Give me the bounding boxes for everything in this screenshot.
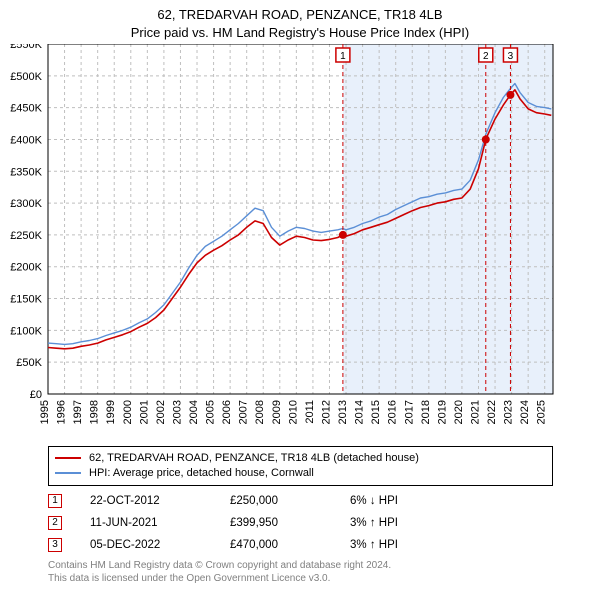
svg-text:2015: 2015 — [370, 400, 382, 424]
sale-marker-3: 3 — [48, 538, 62, 552]
sale-marker-1: 1 — [48, 494, 62, 508]
svg-text:2004: 2004 — [188, 400, 200, 424]
svg-text:1999: 1999 — [105, 400, 117, 424]
legend-row-hpi: HPI: Average price, detached house, Corn… — [55, 466, 546, 481]
svg-text:1995: 1995 — [39, 400, 51, 424]
sale-delta: 3% ↑ HPI — [350, 539, 470, 551]
sale-date: 05-DEC-2022 — [90, 539, 230, 551]
chart-titles: 62, TREDARVAH ROAD, PENZANCE, TR18 4LB P… — [0, 0, 600, 41]
svg-text:2000: 2000 — [122, 400, 134, 424]
svg-text:1: 1 — [340, 51, 346, 62]
svg-text:£500K: £500K — [10, 71, 42, 83]
svg-text:2002: 2002 — [155, 400, 167, 424]
svg-text:£200K: £200K — [10, 262, 42, 274]
attribution-line: This data is licensed under the Open Gov… — [48, 573, 553, 586]
svg-text:1996: 1996 — [56, 400, 68, 424]
svg-text:2010: 2010 — [287, 400, 299, 424]
legend-row-subject: 62, TREDARVAH ROAD, PENZANCE, TR18 4LB (… — [55, 451, 546, 466]
svg-text:2014: 2014 — [354, 400, 366, 424]
title-address: 62, TREDARVAH ROAD, PENZANCE, TR18 4LB — [0, 6, 600, 24]
svg-text:£0: £0 — [30, 389, 42, 401]
sale-row: 3 05-DEC-2022 £470,000 3% ↑ HPI — [48, 534, 553, 556]
svg-text:£150K: £150K — [10, 294, 42, 306]
svg-text:2021: 2021 — [469, 400, 481, 424]
svg-text:2024: 2024 — [519, 400, 531, 424]
svg-text:2025: 2025 — [536, 400, 548, 424]
svg-text:2006: 2006 — [221, 400, 233, 424]
svg-text:2011: 2011 — [304, 400, 316, 424]
sale-price: £399,950 — [230, 517, 350, 529]
svg-text:2001: 2001 — [138, 400, 150, 424]
sale-row: 2 11-JUN-2021 £399,950 3% ↑ HPI — [48, 512, 553, 534]
title-subtitle: Price paid vs. HM Land Registry's House … — [0, 24, 600, 42]
attribution-line: Contains HM Land Registry data © Crown c… — [48, 560, 553, 573]
svg-text:2003: 2003 — [171, 400, 183, 424]
svg-text:£250K: £250K — [10, 230, 42, 242]
sale-price: £470,000 — [230, 539, 350, 551]
svg-text:2019: 2019 — [436, 400, 448, 424]
sale-marker-2: 2 — [48, 516, 62, 530]
sale-date: 11-JUN-2021 — [90, 517, 230, 529]
sales-table: 1 22-OCT-2012 £250,000 6% ↓ HPI 2 11-JUN… — [48, 490, 553, 556]
svg-text:1997: 1997 — [72, 400, 84, 424]
svg-text:£50K: £50K — [16, 357, 42, 369]
legend: 62, TREDARVAH ROAD, PENZANCE, TR18 4LB (… — [48, 446, 553, 486]
svg-text:2022: 2022 — [486, 400, 498, 424]
svg-text:2012: 2012 — [320, 400, 332, 424]
chart: £0 £50K £100K £150K £200K £250K £300K £350K £400… — [0, 44, 600, 447]
svg-text:2016: 2016 — [387, 400, 399, 424]
legend-swatch — [55, 472, 81, 474]
svg-text:2018: 2018 — [420, 400, 432, 424]
sale-delta: 3% ↑ HPI — [350, 517, 470, 529]
sale-price: £250,000 — [230, 495, 350, 507]
svg-text:2017: 2017 — [403, 400, 415, 424]
legend-label: HPI: Average price, detached house, Corn… — [89, 466, 314, 481]
svg-text:£450K: £450K — [10, 103, 42, 115]
svg-text:2020: 2020 — [453, 400, 465, 424]
svg-text:£350K: £350K — [10, 166, 42, 178]
svg-text:£550K: £550K — [10, 44, 42, 51]
svg-text:£400K: £400K — [10, 134, 42, 146]
legend-swatch — [55, 457, 81, 459]
sale-row: 1 22-OCT-2012 £250,000 6% ↓ HPI — [48, 490, 553, 512]
sale-date: 22-OCT-2012 — [90, 495, 230, 507]
svg-text:2005: 2005 — [205, 400, 217, 424]
legend-label: 62, TREDARVAH ROAD, PENZANCE, TR18 4LB (… — [89, 451, 419, 466]
svg-text:2013: 2013 — [337, 400, 349, 424]
svg-text:2008: 2008 — [254, 400, 266, 424]
svg-text:£300K: £300K — [10, 198, 42, 210]
sale-delta: 6% ↓ HPI — [350, 495, 470, 507]
svg-text:1998: 1998 — [89, 400, 101, 424]
svg-text:2007: 2007 — [238, 400, 250, 424]
svg-text:2: 2 — [483, 51, 489, 62]
attribution: Contains HM Land Registry data © Crown c… — [48, 560, 553, 585]
svg-text:2023: 2023 — [503, 400, 515, 424]
svg-text:2009: 2009 — [271, 400, 283, 424]
chart-svg: £0 £50K £100K £150K £200K £250K £300K £350K £400… — [0, 44, 600, 444]
svg-text:£100K: £100K — [10, 325, 42, 337]
svg-text:3: 3 — [508, 51, 514, 62]
